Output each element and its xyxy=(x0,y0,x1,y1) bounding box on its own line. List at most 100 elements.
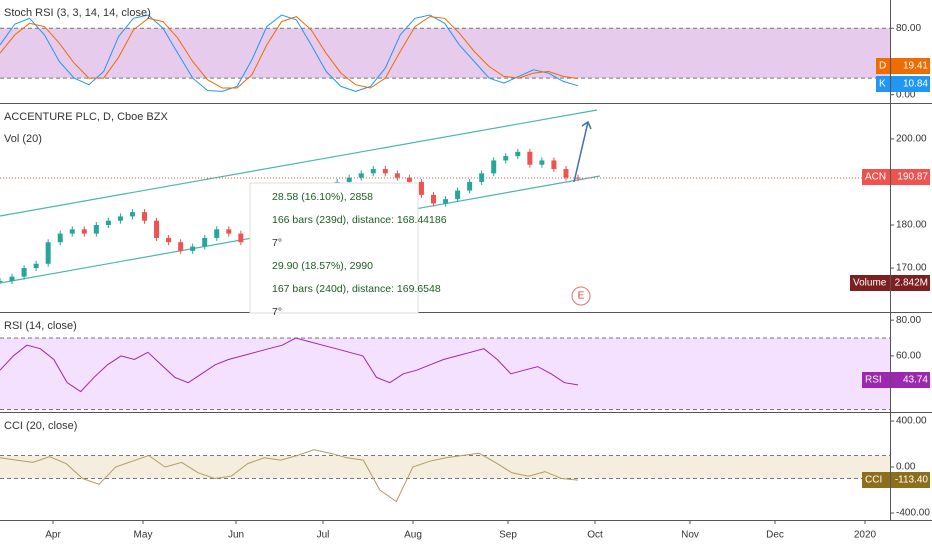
measure-text: 29.90 (18.57%), 2990 xyxy=(272,260,373,272)
candle xyxy=(81,229,87,234)
candle xyxy=(238,233,244,243)
indicator-line xyxy=(0,449,579,503)
time-label: Oct xyxy=(587,530,603,541)
candle xyxy=(117,216,123,221)
time-label: Dec xyxy=(766,530,784,541)
candle xyxy=(443,199,449,204)
pane-sublabel: Vol (20) xyxy=(4,133,42,145)
candle xyxy=(154,220,160,238)
candle xyxy=(93,225,99,234)
badge-value: 10.84 xyxy=(903,79,928,90)
candle xyxy=(479,173,485,182)
time-label: Sep xyxy=(499,530,517,541)
badge xyxy=(876,58,930,74)
candle xyxy=(346,177,352,182)
candle xyxy=(467,181,473,191)
badge-value: 2.842M xyxy=(895,278,928,289)
time-label: Aug xyxy=(404,530,422,541)
badge xyxy=(862,169,930,185)
candle xyxy=(190,246,196,251)
y-tick-label: 200.00 xyxy=(896,134,927,145)
indicator-line xyxy=(0,16,579,89)
candle xyxy=(142,212,147,221)
band xyxy=(0,338,890,410)
candle xyxy=(491,160,497,174)
candle xyxy=(57,233,63,243)
candle xyxy=(9,276,15,281)
badge-name: K xyxy=(879,79,886,90)
candle xyxy=(455,190,461,200)
candle xyxy=(431,194,436,204)
candle xyxy=(178,242,184,251)
band xyxy=(0,455,890,479)
channel-upper xyxy=(0,109,598,217)
badge-name: Volume xyxy=(853,278,887,289)
measure-text: 28.58 (16.10%), 2858 xyxy=(272,191,373,203)
candle xyxy=(69,229,75,234)
candle xyxy=(0,280,3,282)
badge-value: 43.74 xyxy=(903,375,928,386)
candle xyxy=(515,151,521,157)
measure-text: 7° xyxy=(272,237,282,249)
candle xyxy=(563,169,569,178)
measure-box xyxy=(249,182,419,314)
candle xyxy=(45,242,51,264)
y-tick-label: 0.00 xyxy=(896,89,916,100)
y-tick-label: -400.00 xyxy=(896,508,930,519)
y-tick-label: 60.00 xyxy=(896,351,921,362)
candle xyxy=(575,177,581,179)
candle xyxy=(166,237,172,243)
pane-label: RSI (14, close) xyxy=(4,320,77,332)
candle xyxy=(503,156,509,161)
y-tick-label: 400.00 xyxy=(896,416,927,427)
indicator-line xyxy=(0,337,579,393)
candle xyxy=(370,169,376,174)
pane-label: CCI (20, close) xyxy=(4,420,77,432)
time-label: Jul xyxy=(317,530,330,541)
badge-name: RSI xyxy=(865,375,882,386)
arrow xyxy=(573,120,592,183)
event-label: E xyxy=(578,291,585,302)
candle xyxy=(214,229,220,238)
badge-name: ACN xyxy=(865,172,886,183)
y-tick-label: 80.00 xyxy=(896,315,921,326)
time-label: Nov xyxy=(681,530,699,541)
badge xyxy=(862,472,930,488)
candle xyxy=(527,151,533,165)
time-label: Jun xyxy=(228,530,244,541)
badge xyxy=(862,372,930,388)
y-tick-label: 170.00 xyxy=(896,263,927,274)
candle xyxy=(406,177,412,182)
badge xyxy=(876,76,930,92)
badge-value: 190.87 xyxy=(897,172,928,183)
time-label: 2020 xyxy=(854,530,877,541)
badge-name: CCI xyxy=(865,475,882,486)
y-tick-label: 0.00 xyxy=(896,462,916,473)
measure-text: 166 bars (239d), distance: 168.44186 xyxy=(272,214,447,226)
badge-name: D xyxy=(879,61,886,72)
time-label: Apr xyxy=(45,530,61,541)
event-marker xyxy=(571,286,591,306)
candle xyxy=(105,220,111,226)
candle xyxy=(394,173,400,178)
candle xyxy=(358,173,364,178)
y-tick-label: 80.00 xyxy=(896,23,921,34)
candle xyxy=(21,268,27,277)
measure-text: 7° xyxy=(272,306,282,318)
candle xyxy=(551,160,557,170)
candle xyxy=(382,169,388,174)
candle xyxy=(33,263,39,269)
candle xyxy=(226,229,232,234)
candle xyxy=(418,181,424,195)
candle xyxy=(539,160,545,165)
badge-value: -113.40 xyxy=(895,475,929,486)
pane-label: Stoch RSI (3, 3, 14, 14, close) xyxy=(4,7,151,19)
candle xyxy=(129,212,135,217)
pane-label: ACCENTURE PLC, D, Cboe BZX xyxy=(4,111,168,123)
time-label: May xyxy=(134,530,153,541)
badge-value: 19.41 xyxy=(903,61,928,72)
y-tick-label: 180.00 xyxy=(896,220,927,231)
band xyxy=(0,28,890,79)
candle xyxy=(202,237,208,247)
